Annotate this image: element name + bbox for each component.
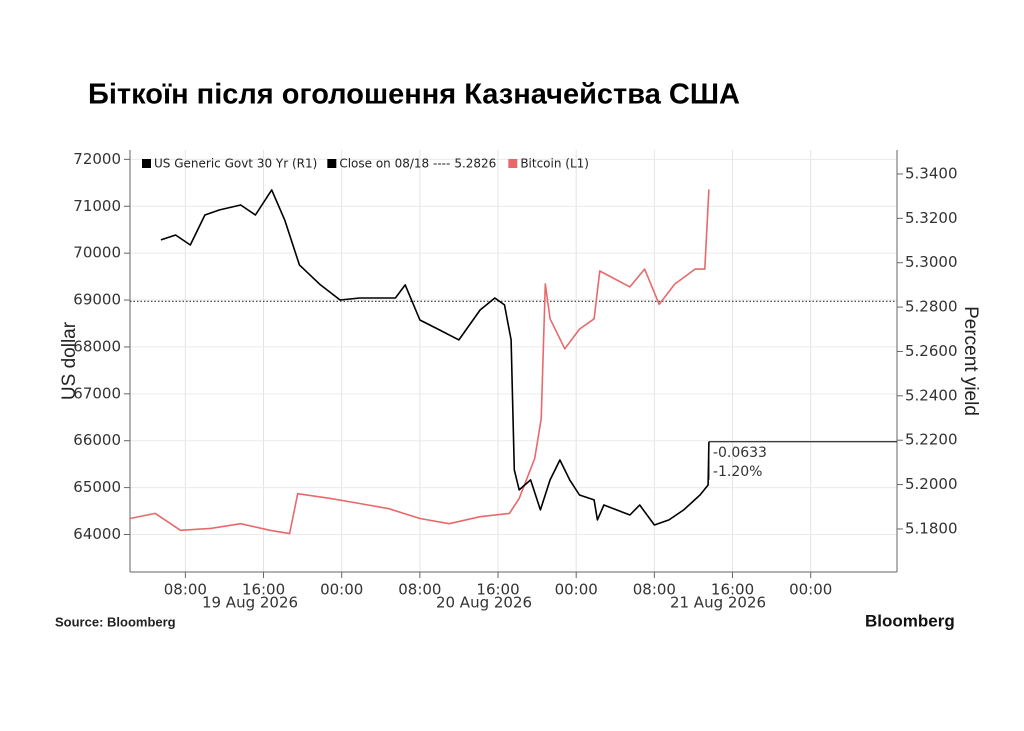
y-tick-label: 68000 — [73, 337, 121, 355]
y-tick-label: 64000 — [73, 525, 121, 543]
annotation: -0.0633 — [713, 445, 767, 461]
y-tick-label: 69000 — [73, 291, 121, 309]
legend-label: Bitcoin (L1) — [520, 157, 589, 171]
y2-tick-label: 5.2800 — [905, 298, 958, 316]
y2-tick-label: 5.3200 — [905, 209, 958, 227]
y2-tick-label: 5.3000 — [905, 253, 958, 271]
y2-tick-label: 5.1800 — [905, 519, 958, 537]
x-tick-label: 00:00 — [555, 581, 598, 599]
x-tick-label: 08:00 — [398, 581, 441, 599]
date-label: 21 Aug 2026 — [670, 594, 766, 612]
y-tick-label: 72000 — [73, 150, 121, 168]
date-label: 19 Aug 2026 — [202, 594, 298, 612]
y2-tick-label: 5.3400 — [905, 164, 958, 182]
legend-swatch — [327, 159, 337, 168]
y2-tick-label: 5.2000 — [905, 475, 958, 493]
legend-label: Close on 08/18 ---- — [339, 157, 450, 171]
legend-swatch — [508, 159, 518, 168]
chart-title: Біткоїн після оголошення Казначейства СШ… — [88, 79, 740, 111]
x-tick-label: 16:00 — [242, 581, 285, 599]
source: Source: Bloomberg — [55, 614, 176, 629]
y2-tick-label: 5.2400 — [905, 386, 958, 404]
legend-swatch — [142, 159, 151, 168]
y-axis-label: US dollar — [59, 321, 80, 400]
y2-tick-label: 5.2200 — [905, 431, 958, 449]
x-tick-label: 16:00 — [476, 581, 519, 599]
y-tick-label: 65000 — [73, 478, 121, 496]
x-tick-label: 08:00 — [633, 581, 676, 599]
brand: Bloomberg — [865, 611, 955, 630]
legend-value: 5.2826 — [454, 157, 496, 171]
x-tick-label: 08:00 — [164, 581, 207, 599]
legend-label: US Generic Govt 30 Yr (R1) — [154, 157, 317, 171]
series-line — [129, 189, 710, 535]
y2-axis-label: Percent yield — [960, 306, 981, 416]
series-line — [160, 189, 710, 526]
x-tick-label: 00:00 — [789, 581, 832, 599]
y2-tick-label: 5.2600 — [905, 342, 958, 360]
date-label: 20 Aug 2026 — [436, 594, 532, 612]
y-tick-label: 66000 — [73, 431, 121, 449]
y-tick-label: 67000 — [73, 384, 121, 402]
x-tick-label: 16:00 — [711, 581, 754, 599]
x-tick-label: 00:00 — [320, 581, 363, 599]
y-tick-label: 70000 — [73, 244, 121, 262]
y-tick-label: 71000 — [73, 197, 121, 215]
annotation: -1.20% — [713, 464, 763, 480]
